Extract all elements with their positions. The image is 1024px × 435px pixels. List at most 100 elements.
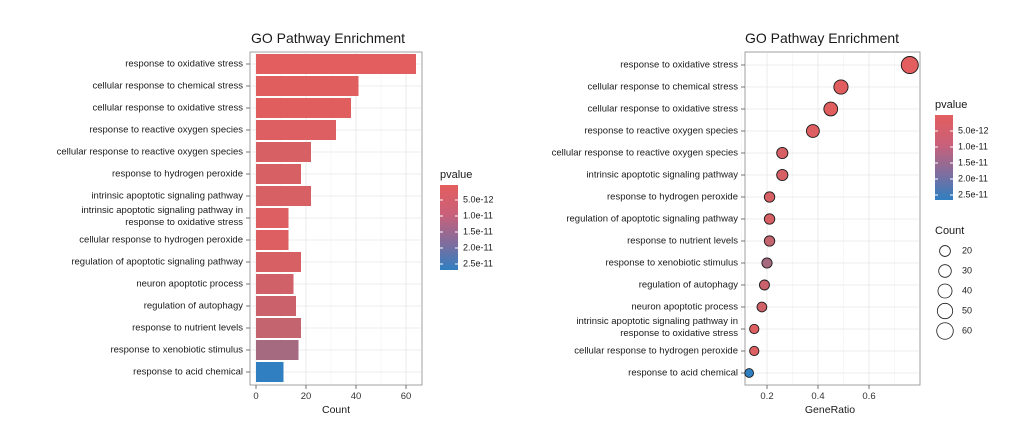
bar-marks	[256, 54, 416, 382]
bar	[256, 142, 311, 162]
dot-chart-title: GO Pathway Enrichment	[745, 30, 899, 46]
dot-category-label: response to nutrient levels	[627, 236, 738, 247]
dot-category-label: response to xenobiotic stimulus	[605, 258, 738, 269]
dot-category-label: intrinsic apoptotic signaling pathway	[586, 170, 738, 181]
category-label-line: intrinsic apoptotic signaling pathway in	[81, 205, 243, 216]
bar	[256, 164, 301, 184]
dot-size-legend-circle	[939, 245, 951, 257]
bar-category-label: response to acid chemical	[133, 367, 243, 378]
dot-category-label: response to acid chemical	[628, 368, 738, 379]
dot-point	[756, 301, 768, 313]
dot-marks	[744, 56, 919, 378]
dot-point	[761, 257, 773, 269]
dot-legend-title: pvalue	[935, 99, 967, 111]
bar-legend-title: pvalue	[440, 169, 472, 181]
dot-size-legend-label: 20	[962, 245, 972, 255]
dot-point	[763, 191, 776, 203]
bar-legend-label: 1.5e-11	[463, 226, 493, 236]
bar-x-tick-label: 40	[351, 391, 362, 402]
bar-legend-label: 5.0e-12	[463, 194, 494, 204]
dot-category-label: response to hydrogen peroxide	[607, 192, 738, 203]
dot-legend-label: 5.0e-12	[958, 125, 989, 135]
dot-size-legend-circle	[937, 283, 953, 299]
bar-legend-label: 2.5e-11	[463, 258, 493, 268]
bar-chart: GO Pathway Enrichment response to oxidat…	[57, 30, 494, 416]
dot-point	[833, 79, 849, 95]
bar-legend-label: 2.0e-11	[463, 242, 493, 252]
dot-legend-colorbar	[935, 115, 953, 200]
dot-size-legend-label: 30	[962, 265, 972, 275]
dot-chart: GO Pathway Enrichment response to oxidat…	[552, 30, 989, 416]
bar-x-tick-label: 0	[253, 391, 258, 402]
bar	[256, 362, 284, 382]
bar	[256, 120, 336, 140]
dot-point	[763, 213, 776, 225]
dot-point	[759, 279, 770, 291]
dot-x-ticks: 0.2 0.4 0.6	[760, 385, 876, 402]
bar	[256, 230, 289, 250]
bar-category-label: neuron apoptotic process	[136, 279, 243, 290]
bar	[256, 208, 289, 228]
dot-category-label: neuron apoptotic process	[631, 302, 738, 313]
bar-legend-colorbar	[440, 185, 458, 270]
bar-x-tick-label: 20	[301, 391, 312, 402]
bar-category-label: cellular response to oxidative stress	[93, 103, 244, 114]
dot-x-tick-label: 0.6	[862, 391, 875, 402]
dot-category-label: cellular response to chemical stress	[588, 82, 739, 93]
dot-point	[776, 168, 789, 182]
dot-category-label: regulation of autophagy	[639, 280, 739, 291]
dot-x-tick-label: 0.4	[811, 391, 824, 402]
dot-category-label: response to reactive oxygen species	[584, 126, 738, 137]
bar	[256, 186, 311, 206]
bar	[256, 340, 299, 360]
dot-point	[749, 345, 760, 357]
bar	[256, 252, 301, 272]
bar	[256, 76, 359, 96]
dot-category-label: cellular response to reactive oxygen spe…	[552, 148, 739, 159]
bar	[256, 296, 296, 316]
dot-point	[776, 146, 789, 160]
dot-size-legend-label: 50	[962, 305, 972, 315]
bar-category-label: response to nutrient levels	[132, 323, 243, 334]
bar	[256, 274, 294, 294]
dot-point	[763, 235, 776, 247]
dot-category-label: regulation of apoptotic signaling pathwa…	[566, 214, 738, 225]
bar-x-axis-label: Count	[322, 404, 350, 416]
dot-point	[806, 124, 820, 138]
dot-category-label: cellular response to oxidative stress	[588, 104, 739, 115]
dot-category-labels: response to oxidative stress cellular res…	[552, 60, 739, 379]
dot-size-legend-circle	[936, 322, 954, 340]
category-label-line: intrinsic apoptotic signaling pathway in	[576, 316, 738, 327]
dot-legend-label: 1.0e-11	[958, 141, 988, 151]
bar-category-label: response to oxidative stress	[125, 59, 243, 70]
dot-category-label: response to oxidative stress	[620, 60, 738, 71]
bar-category-label: regulation of autophagy	[144, 301, 244, 312]
dot-legend-label: 2.5e-11	[958, 189, 988, 199]
dot-category-label: intrinsic apoptotic signaling pathway in…	[576, 316, 738, 339]
bar-chart-title: GO Pathway Enrichment	[251, 30, 405, 46]
dot-size-legend-circle	[936, 302, 954, 320]
dot-point	[744, 368, 755, 378]
dot-size-legend-label: 40	[962, 285, 972, 295]
bar-category-label: intrinsic apoptotic signaling pathway	[91, 191, 243, 202]
dot-legend-label: 2.0e-11	[958, 173, 988, 183]
bar-category-label: response to xenobiotic stimulus	[110, 345, 243, 356]
dot-point	[823, 101, 839, 117]
bar-category-label: cellular response to hydrogen peroxide	[79, 235, 243, 246]
dot-size-legend-circle	[938, 264, 952, 278]
bar-category-label: response to reactive oxygen species	[89, 125, 243, 136]
bar	[256, 318, 301, 338]
bar-legend-label: 1.0e-11	[463, 210, 493, 220]
bar-category-label: intrinsic apoptotic signaling pathway in…	[81, 205, 243, 228]
dot-point	[749, 323, 760, 335]
bar-x-ticks: 0 20 40 60	[253, 385, 411, 402]
bar-category-label: response to hydrogen peroxide	[112, 169, 243, 180]
bar-category-label: cellular response to reactive oxygen spe…	[57, 147, 244, 158]
bar-legend: pvalue 5.0e-12 1.0e-11 1.5e-11 2.0e-11 2.5e-…	[440, 169, 494, 270]
dot-x-axis-label: GeneRatio	[805, 404, 855, 416]
dot-legend-label: 1.5e-11	[958, 157, 988, 167]
dot-legend: pvalue 5.0e-12 1.0e-11 1.5e-11 2.0e-11 2.5e-…	[935, 99, 989, 340]
bar-x-tick-label: 60	[401, 391, 412, 402]
dot-x-tick-label: 0.2	[760, 391, 773, 402]
